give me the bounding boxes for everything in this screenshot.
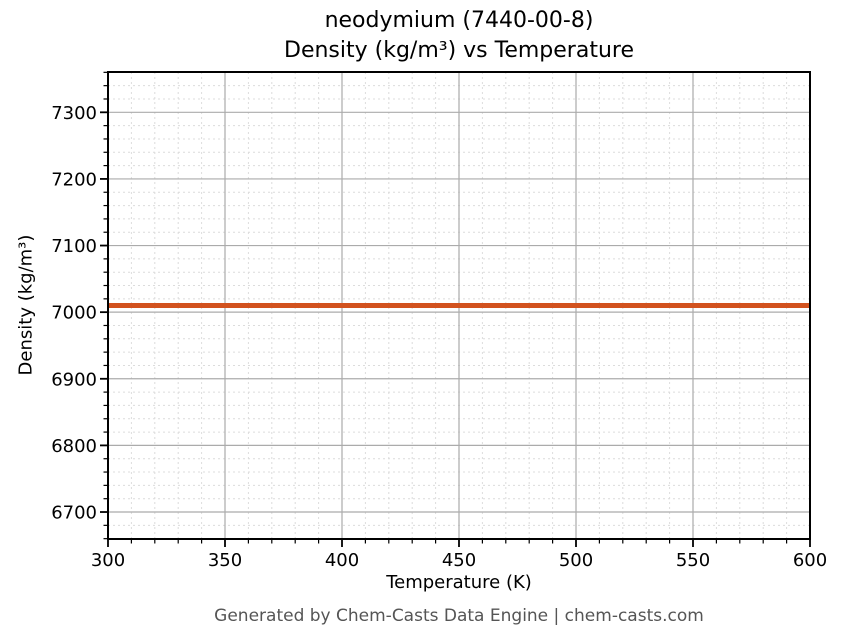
x-axis-label: Temperature (K): [386, 572, 532, 593]
chart-title-line-1: neodymium (7440-00-8): [324, 8, 594, 33]
y-tick-label: 7300: [51, 103, 97, 124]
chart-title-line-2: Density (kg/m³) vs Temperature: [284, 38, 634, 63]
x-tick-label: 350: [208, 550, 242, 571]
x-tick-label: 450: [442, 550, 476, 571]
x-tick-label: 500: [559, 550, 593, 571]
y-tick-label: 6800: [51, 436, 97, 457]
y-tick-label: 7100: [51, 236, 97, 257]
y-tick-label: 7200: [51, 169, 97, 190]
y-tick-label: 6900: [51, 369, 97, 390]
x-tick-label: 550: [676, 550, 710, 571]
x-tick-label: 600: [793, 550, 827, 571]
y-tick-label: 7000: [51, 303, 97, 324]
y-axis-label: Density (kg/m³): [15, 234, 37, 376]
x-tick-label: 400: [325, 550, 359, 571]
x-tick-label: 300: [91, 550, 125, 571]
y-tick-label: 6700: [51, 503, 97, 524]
footer-credit: Generated by Chem-Casts Data Engine | ch…: [214, 606, 704, 626]
